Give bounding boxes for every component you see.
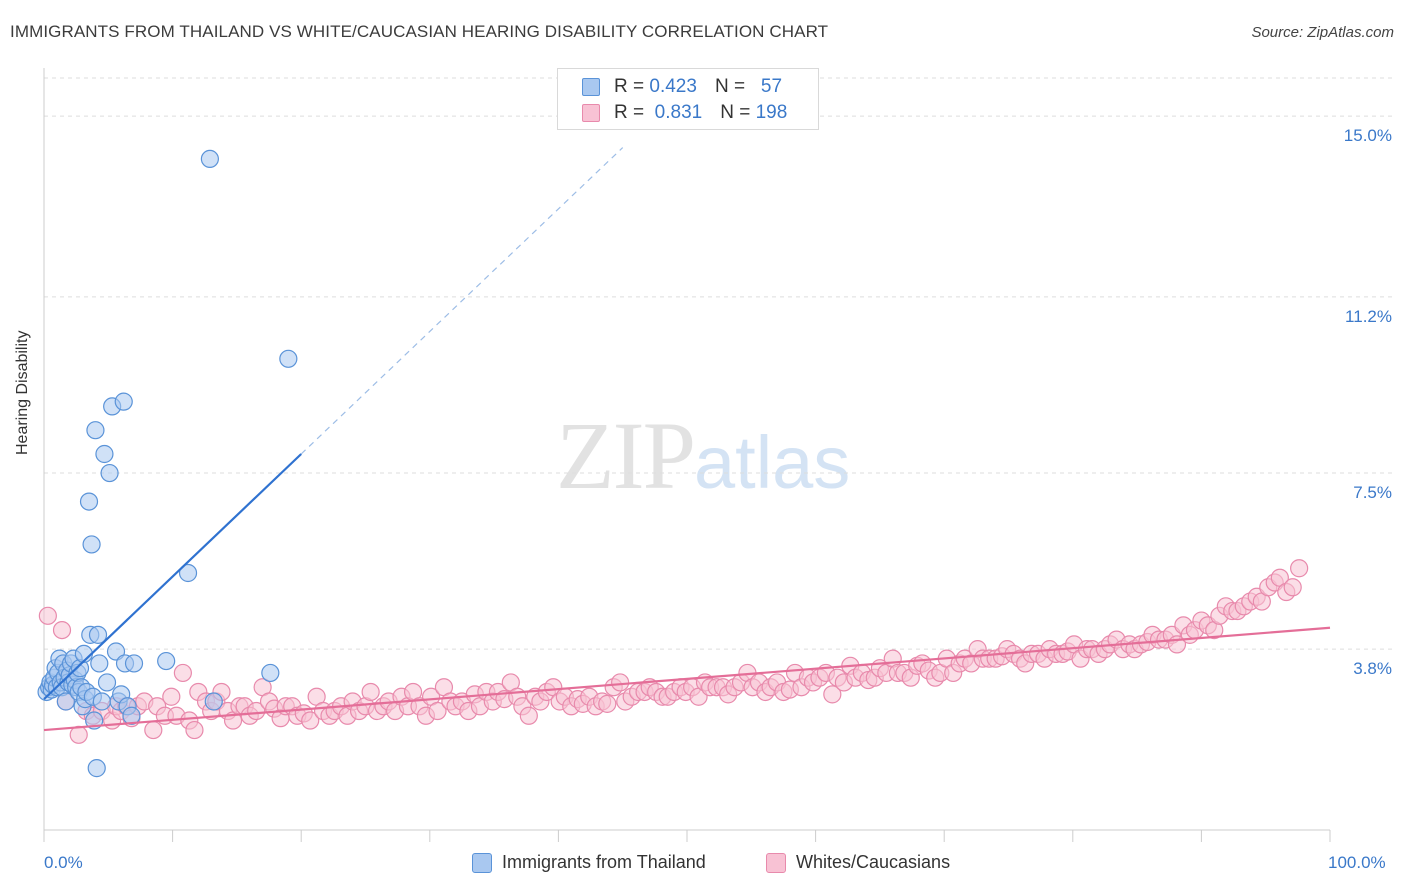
r-label: R =	[614, 102, 645, 123]
thailand-point-41	[95, 444, 114, 464]
whites-point-203	[1283, 578, 1302, 597]
thailand-point-51	[122, 706, 141, 725]
whites-point-14	[144, 720, 163, 740]
thailand-point-37	[87, 759, 106, 778]
thailand-point-14	[56, 692, 75, 711]
series-legend: Immigrants from Thailand Whites/Caucasia…	[0, 852, 1406, 876]
legend-item-whites[interactable]: Whites/Caucasians	[766, 852, 950, 873]
thailand-point-48	[114, 392, 133, 411]
thailand-point-43	[100, 463, 119, 483]
thailand-trend-extension	[300, 147, 624, 455]
whites-swatch	[582, 104, 600, 122]
watermark-zip: ZIP	[556, 402, 696, 509]
stats-legend: R = 0.423 N = 57 R = 0.831 N = 198	[557, 68, 819, 130]
y-tick-label-2: 11.2%	[1345, 306, 1392, 326]
thailand-point-57	[261, 663, 280, 683]
thailand-point-56	[204, 692, 223, 711]
whites-point-90	[598, 694, 617, 713]
legend-label-whites: Whites/Caucasians	[796, 852, 951, 872]
whites-point-204	[1290, 559, 1309, 578]
watermark: ZIPatlas	[556, 400, 850, 511]
thailand-point-31	[79, 492, 99, 511]
legend-label-thailand: Immigrants from Thailand	[502, 852, 706, 872]
thailand-point-40	[92, 692, 111, 711]
thailand-point-39	[90, 654, 109, 673]
whites-point-19	[173, 663, 192, 683]
legend-swatch-whites	[766, 852, 786, 873]
whites-trend-line	[43, 626, 1331, 732]
chart-title: IMMIGRANTS FROM THAILAND VS WHITE/CAUCAS…	[10, 22, 829, 41]
x-tick-label-min: 0.0%	[44, 853, 83, 872]
stats-row-whites: R = 0.831 N = 198	[582, 101, 787, 125]
whites-r-value: 0.831	[654, 102, 703, 123]
whites-point-51	[361, 682, 380, 702]
whites-point-92	[611, 673, 630, 692]
thailand-point-55	[200, 149, 219, 169]
whites-point-17	[162, 687, 181, 706]
thailand-point-38	[88, 625, 108, 644]
y-tick-label-1: 7.5%	[1353, 483, 1392, 503]
source-label: Source: ZipAtlas.com	[1251, 24, 1394, 41]
x-tick-label-max: 100.0%	[1328, 853, 1386, 872]
y-tick-label-3: 15.0%	[1343, 126, 1392, 146]
thailand-trend-line	[43, 453, 302, 700]
thailand-point-36	[86, 421, 105, 440]
whites-point-0	[38, 606, 57, 625]
watermark-atlas: atlas	[694, 421, 851, 504]
thailand-point-33	[82, 535, 101, 554]
thailand-point-42	[97, 673, 117, 692]
thailand-swatch	[582, 78, 600, 96]
whites-point-62	[428, 701, 447, 721]
thailand-point-53	[157, 651, 176, 671]
whites-point-21	[185, 720, 204, 740]
thailand-point-52	[124, 654, 144, 673]
thailand-point-54	[178, 563, 198, 583]
whites-point-77	[519, 706, 538, 725]
n-label: N =	[714, 76, 746, 97]
whites-n-value: 198	[755, 102, 788, 123]
r-label: R =	[614, 76, 645, 97]
thailand-point-58	[279, 349, 298, 368]
whites-point-41	[301, 711, 320, 730]
thailand-r-value: 0.423	[649, 76, 697, 97]
legend-item-thailand[interactable]: Immigrants from Thailand	[472, 852, 706, 873]
legend-swatch-thailand	[472, 852, 492, 873]
whites-point-32	[247, 701, 266, 721]
whites-point-1	[52, 621, 72, 640]
whites-point-127	[823, 685, 842, 704]
n-label: N =	[720, 102, 751, 123]
y-axis-label: Hearing Disability	[14, 330, 31, 456]
stats-row-thailand: R = 0.423 N = 57	[582, 75, 782, 99]
thailand-n-value: 57	[760, 76, 783, 97]
y-tick-label-0: 3.8%	[1353, 659, 1392, 679]
